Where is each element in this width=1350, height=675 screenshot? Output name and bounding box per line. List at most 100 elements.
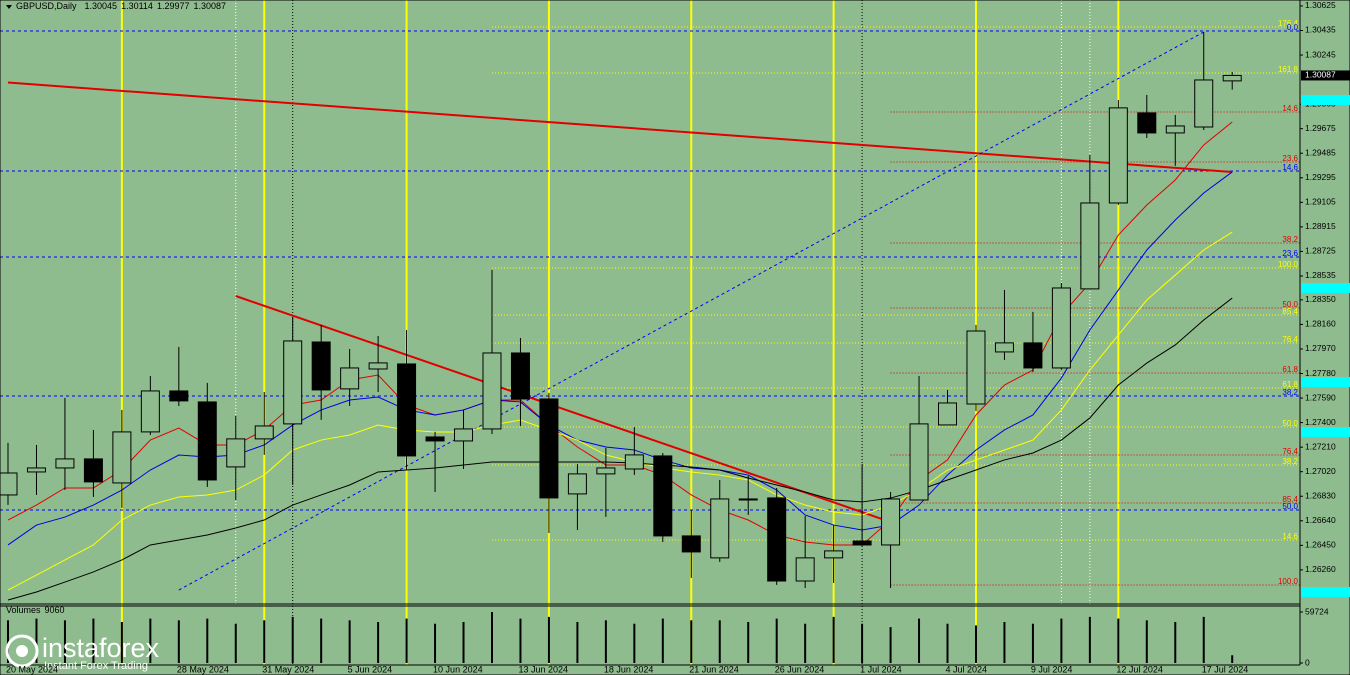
price-box bbox=[1301, 377, 1350, 387]
candle-body bbox=[425, 436, 445, 442]
level-label: 76.4 bbox=[1282, 335, 1298, 344]
level-label: 85.4 bbox=[1282, 495, 1298, 504]
header: GBPUSD,Daily 1.30045 1.30114 1.29977 1.30087 bbox=[16, 1, 226, 11]
level-label: 38.2 bbox=[1282, 235, 1298, 244]
candle-body bbox=[254, 425, 274, 440]
candle-body bbox=[710, 498, 730, 559]
candle-body bbox=[397, 363, 417, 457]
open-price: 1.30045 bbox=[85, 1, 118, 11]
level-label: 50.0 bbox=[1282, 419, 1298, 428]
x-tick-label: 4 Jul 2024 bbox=[946, 664, 988, 674]
candle-body bbox=[824, 550, 844, 559]
logo bbox=[5, 634, 39, 668]
x-tick-label: 10 Jun 2024 bbox=[433, 664, 483, 674]
candle-body bbox=[994, 342, 1014, 353]
price-box bbox=[1301, 95, 1350, 105]
candle-body bbox=[567, 473, 587, 495]
candle-body bbox=[1194, 79, 1214, 128]
candle-body bbox=[169, 390, 189, 402]
candle-body bbox=[140, 390, 160, 433]
price-box bbox=[1301, 587, 1350, 597]
x-tick-label: 21 Jun 2024 bbox=[689, 664, 739, 674]
candle-body bbox=[539, 398, 559, 499]
x-tick-label: 18 Jun 2024 bbox=[604, 664, 654, 674]
candle-body bbox=[197, 401, 217, 481]
last-price-box bbox=[1301, 70, 1350, 81]
candle-body bbox=[1165, 125, 1185, 134]
volume-title: Volumes 9060 bbox=[6, 605, 65, 615]
candle-body bbox=[26, 467, 46, 473]
y-tick-label: 1.26450 bbox=[1305, 540, 1336, 550]
x-tick-label: 9 Jul 2024 bbox=[1031, 664, 1073, 674]
candle-body bbox=[482, 352, 502, 430]
candle-body bbox=[909, 423, 929, 501]
x-tick-label: 20 May 2024 bbox=[6, 664, 58, 674]
level-label: 61.8 bbox=[1282, 365, 1298, 374]
candle-body bbox=[767, 497, 787, 582]
candle-body bbox=[938, 402, 958, 426]
candle-body bbox=[311, 341, 331, 391]
level-label: 85.4 bbox=[1282, 307, 1298, 316]
x-tick-label: 5 Jun 2024 bbox=[348, 664, 393, 674]
level-label: 14.6 bbox=[1282, 532, 1298, 541]
candle-body bbox=[596, 467, 616, 475]
y-tick-label: 1.27210 bbox=[1305, 441, 1336, 451]
candle-body bbox=[1137, 112, 1157, 134]
close-price: 1.30087 bbox=[193, 1, 226, 11]
volume-tick-label: 0 bbox=[1305, 657, 1310, 667]
level-label: 76.4 bbox=[1282, 447, 1298, 456]
candle-body bbox=[653, 455, 673, 537]
candle-body bbox=[340, 367, 360, 390]
price-box bbox=[1301, 427, 1350, 437]
candle-body bbox=[83, 458, 103, 483]
last-price-label: 1.30087 bbox=[1305, 70, 1336, 80]
candle-body bbox=[681, 535, 701, 553]
watermark: instaforex Instant Forex Trading bbox=[5, 633, 160, 672]
candle-body bbox=[55, 458, 75, 469]
candle-body bbox=[881, 498, 901, 546]
symbol: GBPUSD,Daily bbox=[16, 1, 77, 11]
y-tick-label: 1.27400 bbox=[1305, 417, 1336, 427]
level-label: 23.6 bbox=[1282, 154, 1298, 163]
level-label: 50.0 bbox=[1282, 502, 1298, 511]
level-label: 176.4 bbox=[1278, 19, 1299, 28]
candle-body bbox=[454, 428, 474, 442]
y-tick-label: 1.30625 bbox=[1305, 0, 1336, 10]
x-tick-label: 31 May 2024 bbox=[262, 664, 314, 674]
y-tick-label: 1.27780 bbox=[1305, 368, 1336, 378]
x-tick-label: 13 Jun 2024 bbox=[518, 664, 568, 674]
moving-average bbox=[7, 231, 1233, 591]
volume-current: 9060 bbox=[45, 605, 65, 615]
x-tick-label: 1 Jul 2024 bbox=[860, 664, 902, 674]
y-tick-label: 1.30435 bbox=[1305, 25, 1336, 35]
candle-body bbox=[738, 498, 758, 501]
x-tick-label: 28 May 2024 bbox=[177, 664, 229, 674]
trend-line bbox=[178, 31, 1204, 591]
candle-body bbox=[510, 352, 530, 400]
candle-body bbox=[1023, 342, 1043, 369]
level-label: 23.6 bbox=[1282, 249, 1298, 258]
x-tick-label: 17 Jul 2024 bbox=[1202, 664, 1249, 674]
y-tick-label: 1.29485 bbox=[1305, 147, 1336, 157]
y-tick-label: 1.29295 bbox=[1305, 172, 1336, 182]
candle-body bbox=[368, 362, 388, 370]
watermark-brand: instaforex bbox=[42, 633, 160, 663]
level-label: 14.6 bbox=[1282, 104, 1298, 113]
y-tick-label: 1.28160 bbox=[1305, 319, 1336, 329]
candle-body bbox=[966, 330, 986, 405]
x-tick-label: 26 Jun 2024 bbox=[775, 664, 825, 674]
candle-body bbox=[1222, 74, 1242, 82]
y-tick-label: 1.26830 bbox=[1305, 490, 1336, 500]
candle-body bbox=[226, 438, 246, 468]
x-tick-label: 12 Jul 2024 bbox=[1116, 664, 1163, 674]
candle-body bbox=[0, 472, 18, 496]
level-label: 38.2 bbox=[1282, 457, 1298, 466]
watermark-tagline: Instant Forex Trading bbox=[44, 660, 148, 672]
y-tick-label: 1.29675 bbox=[1305, 123, 1336, 133]
y-tick-label: 1.29105 bbox=[1305, 197, 1336, 207]
trend-line bbox=[7, 81, 1233, 173]
y-tick-label: 1.28535 bbox=[1305, 270, 1336, 280]
y-tick-label: 1.30245 bbox=[1305, 49, 1336, 59]
